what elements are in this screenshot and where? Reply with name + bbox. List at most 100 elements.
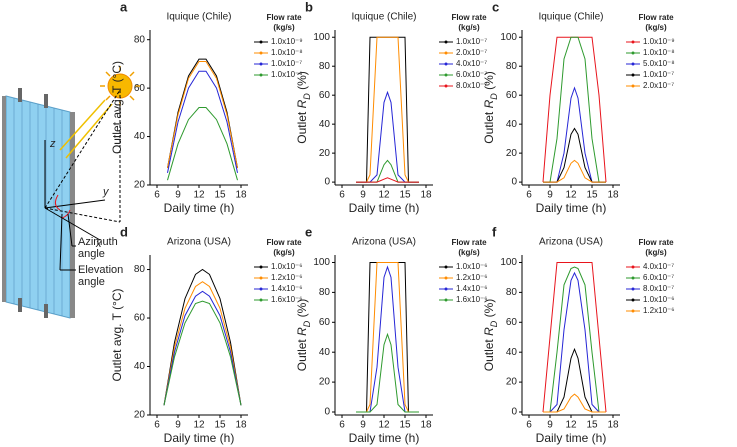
legend-label: 6.0x10⁻⁷ (456, 70, 487, 79)
y-tick-label: 40 (506, 119, 518, 130)
y-axis-label-part: (%) (295, 71, 309, 93)
legend-label: 1.2x10⁻⁶ (643, 306, 675, 315)
brackets (18, 88, 48, 318)
legend-label: 5.0x10⁻⁸ (643, 59, 675, 68)
axes-drawing (44, 89, 121, 271)
legend-label: 1.6x10⁻⁶ (456, 295, 488, 304)
legend-marker (444, 265, 448, 269)
legend-marker (444, 40, 448, 44)
legend-marker (259, 287, 263, 291)
y-axis-label-part: D (302, 320, 312, 327)
data-line (543, 266, 606, 413)
x-tick-label: 6 (339, 190, 345, 201)
y-axis-label-part: D (489, 320, 499, 327)
chart-panel: b Iquique (Chile) 0 20 40 60 80 100 6 9 12 15 18Dail… (295, 0, 487, 215)
legend-label: 4.0x10⁻⁷ (456, 59, 487, 68)
y-tick-label: 0 (511, 177, 517, 188)
legend-title: Flow rate (638, 13, 674, 22)
y-axis-label: Outlet avg. T (°C) (110, 61, 124, 154)
y-tick-label: 0 (324, 407, 330, 418)
chart-title: Iquique (Chile) (166, 12, 231, 23)
x-tick-label: 6 (526, 190, 532, 201)
panel-letter: b (305, 0, 313, 14)
y-axis-label-part: Outlet (482, 336, 496, 371)
frame-right (70, 112, 75, 318)
legend-label: 1.4x10⁻⁶ (271, 284, 303, 293)
x-tick-label: 18 (235, 420, 247, 431)
data-line (167, 58, 238, 169)
x-axis-label: Daily time (h) (164, 431, 235, 445)
elevation-label: angle (78, 276, 105, 288)
legend-title: Flow rate (451, 13, 487, 22)
x-tick-label: 9 (175, 190, 181, 201)
y-axis-label-part: Outlet (295, 108, 309, 143)
data-line (163, 290, 242, 406)
y-tick-label: 20 (506, 377, 518, 388)
y-tick-label: 40 (506, 347, 518, 358)
y-tick-label: 60 (134, 313, 146, 324)
y-axis-label-part: Outlet avg. T (°C) (110, 61, 124, 154)
data-line (167, 70, 238, 174)
legend-label: 1.0x10⁻⁹ (643, 37, 675, 46)
y-tick-label: 60 (319, 90, 331, 101)
y-axis-label-part: (%) (482, 71, 496, 93)
legend-title: Flow rate (451, 238, 487, 247)
x-tick-label: 15 (586, 190, 598, 201)
y-axis-label: Outlet RD (%) (482, 71, 499, 144)
legend-marker (631, 287, 635, 291)
panel-letter: e (305, 224, 312, 239)
axis-y: y (102, 186, 110, 198)
chart-title: Arizona (USA) (352, 237, 416, 248)
y-tick-label: 20 (319, 377, 331, 388)
y-tick-label: 100 (500, 32, 517, 43)
legend-label: 1.2x10⁻⁶ (271, 273, 303, 282)
data-line (543, 271, 606, 413)
legend-label: 1.4x10⁻⁶ (456, 284, 488, 293)
legend-label: 6.0x10⁻⁷ (643, 273, 674, 282)
legend-marker (259, 51, 263, 55)
legend-marker (444, 51, 448, 55)
legend-label: 1.0x10⁻⁶ (456, 262, 488, 271)
x-tick-label: 6 (154, 190, 160, 201)
legend-marker (259, 265, 263, 269)
axis-x: x (95, 238, 102, 250)
y-tick-label: 0 (324, 177, 330, 188)
y-tick-label: 40 (134, 361, 146, 372)
legend-label: 1.0x10⁻⁸ (271, 48, 303, 57)
y-axis-label-part: (%) (295, 299, 309, 321)
y-tick-label: 40 (319, 119, 331, 130)
legend-title: (kg/s) (458, 23, 480, 32)
data-line (163, 300, 242, 406)
azimuth-label: angle (78, 248, 105, 260)
legend-label: 1.0x10⁻⁶ (271, 262, 303, 271)
y-tick-label: 40 (134, 131, 146, 142)
data-line (163, 268, 242, 406)
legend-marker (259, 298, 263, 302)
y-axis-label-part: D (302, 93, 312, 100)
y-tick-label: 60 (506, 90, 518, 101)
legend-label: 1.0x10⁻⁷ (456, 37, 487, 46)
legend-marker (631, 51, 635, 55)
schematic: z y x Azimuth angle Elevation angle (2, 66, 140, 319)
y-axis-label-part: R (295, 99, 309, 108)
panel-letter: d (120, 224, 128, 239)
x-tick-label: 6 (339, 420, 345, 431)
y-tick-label: 20 (134, 180, 146, 191)
y-axis-label-part: Outlet avg. T (°C) (110, 288, 124, 381)
data-line (167, 107, 238, 181)
legend-label: 1.0x10⁻⁷ (271, 59, 302, 68)
data-line (356, 265, 419, 413)
x-tick-label: 6 (526, 420, 532, 431)
y-tick-label: 40 (319, 347, 331, 358)
x-tick-label: 12 (378, 190, 390, 201)
legend-marker (631, 309, 635, 313)
y-tick-label: 80 (506, 61, 518, 72)
legend-title: (kg/s) (645, 248, 667, 257)
y-tick-label: 60 (319, 317, 331, 328)
data-line (543, 159, 606, 183)
legend-label: 1.0x10⁻⁹ (271, 37, 303, 46)
panel-letter: a (120, 0, 128, 14)
legend-title: (kg/s) (273, 248, 295, 257)
